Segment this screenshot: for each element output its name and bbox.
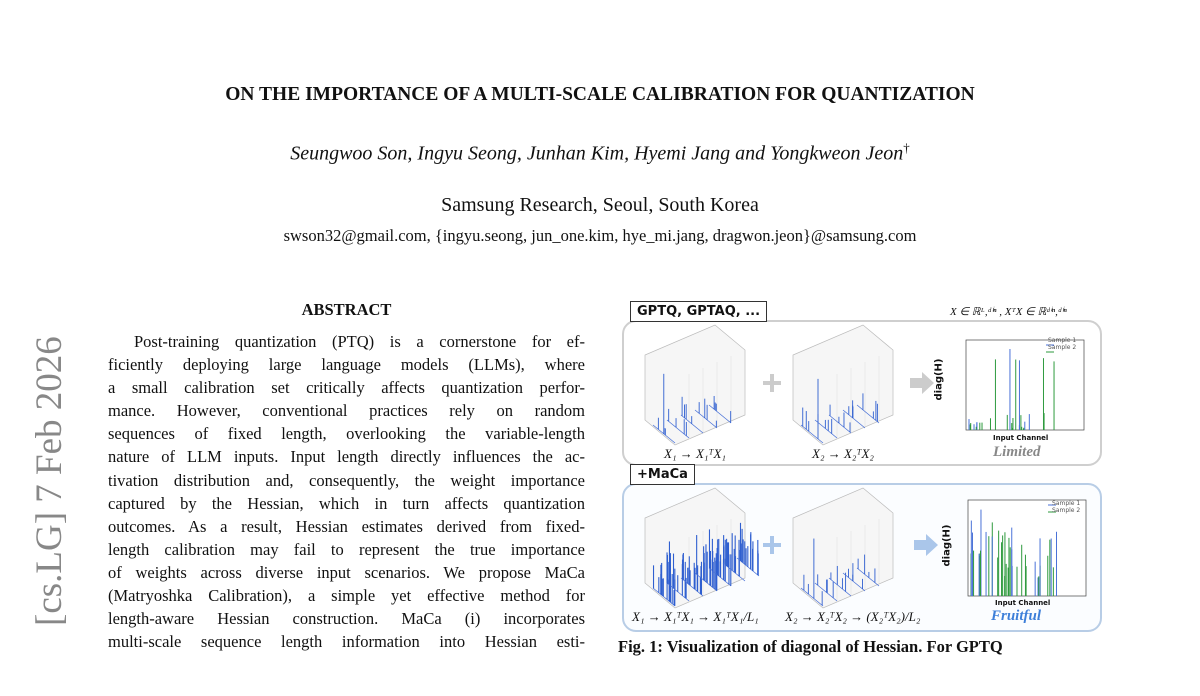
abstract-line: length-aware Hessian construction. MaCa …	[108, 609, 585, 629]
verdict: Fruitful	[991, 608, 1042, 624]
plot-base	[828, 577, 852, 597]
plot-base	[856, 567, 880, 587]
author-mark: †	[903, 140, 910, 155]
abstract-line: sequences of fixed length, overlooking t…	[108, 424, 585, 444]
affiliation: Samsung Research, Seoul, South Korea	[441, 194, 759, 216]
figure-graphics	[644, 324, 1087, 609]
x-axis-label: Input Channel	[995, 599, 1051, 607]
abstract-line: ficiently deploying large language model…	[108, 355, 585, 375]
abstract-line: Post-training quantization (PTQ) is a co…	[134, 332, 585, 351]
verdict: Limited	[993, 444, 1041, 460]
y-axis-label: diag(H)	[941, 524, 953, 567]
arrow	[914, 534, 938, 556]
plot-frame	[792, 324, 894, 446]
arrow	[910, 372, 934, 394]
x-axis-label: Input Channel	[993, 434, 1049, 442]
plot-base	[842, 409, 866, 429]
abstract-line: multi-scale sequence length information …	[108, 632, 585, 652]
plot-base	[842, 572, 866, 592]
plot-base	[666, 419, 690, 439]
legend-entry: Sample 2	[1048, 344, 1077, 351]
abstract-line: (Matryoshka Calibration), a simple yet e…	[108, 586, 585, 606]
plot-frame	[644, 487, 746, 609]
formula: X₂ → X₂ᵀX₂ → (X₂ᵀX₂)/L₂	[785, 609, 921, 624]
legend-entry: Sample 1	[1052, 500, 1081, 507]
plot-frame	[644, 324, 746, 446]
legend-entry: Sample 2	[1052, 507, 1081, 514]
plot-base	[814, 419, 838, 439]
plot-base	[856, 404, 880, 424]
emails: swson32@gmail.com, {ingyu.seong, jun_one…	[283, 226, 917, 245]
shape-note: X ∈ ℝᴸ,ᵈⁱⁿ , XᵀX ∈ ℝᵈⁱⁿ,ᵈⁱⁿ	[950, 306, 1067, 318]
abstract-line: nature of LLM inputs. Input length direc…	[108, 447, 585, 467]
figure-panel	[622, 320, 1102, 466]
authors: Seungwoo Son, Ingyu Seong, Junhan Kim, H…	[0, 140, 1200, 166]
plot-base	[800, 587, 824, 607]
legend-entry: Sample 1	[1048, 337, 1077, 344]
plot-frame	[965, 339, 1085, 431]
formula: X₁ → X₁ᵀX₁	[664, 446, 726, 461]
y-axis-label: diag(H)	[933, 358, 945, 401]
paper-title: ON THE IMPORTANCE OF A MULTI-SCALE CALIB…	[225, 84, 975, 105]
panel-label: GPTQ, GPTAQ, ...	[630, 301, 768, 322]
abstract-line: of weights across diverse input scenario…	[108, 562, 585, 582]
plot-base	[680, 577, 704, 597]
abstract-line: tivation distribution and, consequently,…	[108, 470, 585, 490]
figure-caption: Fig. 1: Visualization of diagonal of Hes…	[618, 637, 1003, 656]
formula: X₁ → X₁ᵀX₁ → X₁ᵀX₁/L₁	[632, 609, 759, 624]
abstract-line: a small calibration set critically affec…	[108, 378, 585, 398]
plot-frame	[967, 499, 1087, 597]
page: Paper page { "sidebar": {"arxiv_stamp": …	[0, 84, 1200, 656]
plot-base	[694, 409, 718, 429]
plot-base	[800, 424, 824, 444]
abstract-line: captured by the Hessian, which in turn a…	[108, 493, 585, 513]
author-list: Seungwoo Son, Ingyu Seong, Junhan Kim, H…	[290, 142, 904, 165]
abstract-line: mance. However, conventional practices r…	[108, 401, 585, 421]
plot-base	[680, 414, 704, 434]
formula: X₂ → X₂ᵀX₂	[812, 446, 874, 461]
plot-base	[828, 414, 852, 434]
abstract-line: length calibration may fail to represent…	[108, 539, 585, 559]
abstract-body: Post-training quantization (PTQ) is a co…	[108, 330, 585, 653]
plot-base	[736, 557, 760, 577]
plot-base	[652, 587, 676, 607]
plot-base	[708, 404, 732, 424]
panel-label: +MaCa	[630, 464, 695, 485]
paper-page: [cs.LG] 7 Feb 2026 ON THE IMPORTANCE OF …	[0, 84, 1200, 656]
plot-base	[694, 572, 718, 592]
plot-base	[814, 582, 838, 602]
abstract-heading: ABSTRACT	[301, 300, 392, 319]
abstract-line: outcomes. As a result, Hessian estimates…	[108, 516, 585, 536]
plot-base	[666, 582, 690, 602]
